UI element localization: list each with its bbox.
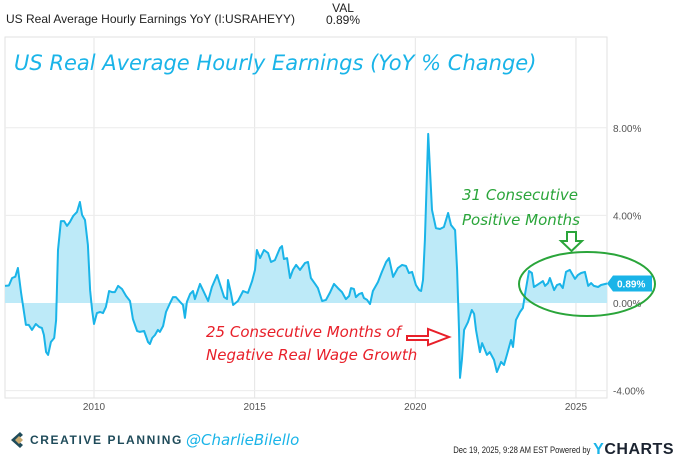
legend-value: 0.89% [325,13,361,27]
creative-planning-logo-icon [11,432,23,448]
plot-frame [4,36,608,399]
twitter-handle: @CharlieBilello [185,431,300,449]
legend-series-name: US Real Average Hourly Earnings YoY (I:U… [6,12,296,26]
down-arrow-icon [558,231,585,253]
ycharts-logo: YCHARTS [593,441,674,459]
y-tick-label: -4.00% [613,387,645,398]
x-tick-label: 2020 [404,402,427,413]
ycharts-logo-text: CHARTS [604,441,674,458]
ycharts-logo-y: Y [593,441,605,458]
x-tick-label: 2025 [565,402,588,413]
series-area [4,133,608,378]
chart-title: US Real Average Hourly Earnings (YoY % C… [14,51,536,75]
series-line [4,132,608,379]
footer-branding: CREATIVE PLANNING @CharlieBilello [8,431,299,449]
annotation-negative-line2: Negative Real Wage Growth [206,346,417,364]
brand-name: CREATIVE PLANNING [30,433,183,447]
y-tick-label: 0.00% [613,299,641,310]
legend-column-header: VAL [332,1,354,15]
annotation-negative-line1: 25 Consecutive Months of [206,323,404,341]
last-value-badge [607,275,652,292]
last-value-label: 0.89% [617,280,645,291]
footer-source: Dec 19, 2025, 9:28 AM EST Powered by YCH… [429,441,674,459]
chart: 0.89% 2010 2015 2020 2025 8.00% 4.00% 0.00% -4.… [4,36,656,413]
timestamp: Dec 19, 2025, 9:28 AM EST Powered by [452,445,591,455]
right-arrow-icon [406,327,452,347]
x-tick-label: 2010 [83,402,106,413]
highlight-ellipse [518,251,656,317]
annotation-positive-line1: 31 Consecutive [462,186,578,204]
x-tick-label: 2015 [244,402,267,413]
y-tick-label: 8.00% [613,124,641,135]
y-tick-label: 4.00% [613,211,641,222]
annotation-positive-line2: Positive Months [462,211,580,229]
